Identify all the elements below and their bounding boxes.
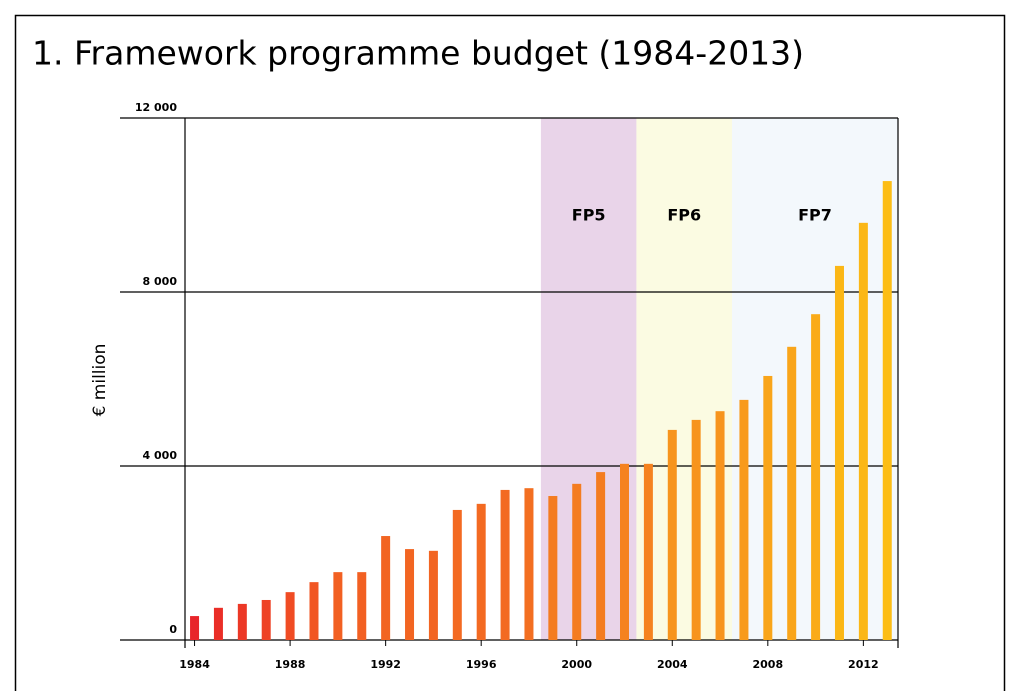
frame: [14, 14, 1006, 691]
bar: [357, 572, 367, 640]
bar: [691, 419, 701, 640]
bar: [667, 429, 677, 640]
bar: [261, 599, 271, 640]
bar: [763, 375, 773, 640]
period-label: FP7: [798, 206, 832, 225]
bar: [500, 489, 510, 640]
x-tick-label: 1996: [466, 658, 497, 671]
bar: [739, 399, 749, 640]
bar: [620, 463, 630, 640]
y-tick-label: 12 000: [135, 101, 177, 114]
bar: [309, 582, 319, 640]
bar: [811, 314, 821, 640]
period-label: FP5: [572, 206, 606, 225]
y-tick-label: 4 000: [143, 449, 178, 462]
bar: [834, 265, 844, 640]
x-tick-label: 2000: [561, 658, 592, 671]
bar: [285, 592, 295, 640]
y-tick-label: 0: [169, 623, 177, 636]
chart-title: 1. Framework programme budget (1984-2013…: [32, 34, 804, 73]
bar: [476, 503, 486, 640]
x-tick-label: 1988: [275, 658, 306, 671]
bar: [381, 536, 391, 640]
bar: [596, 472, 606, 640]
bar: [405, 549, 415, 640]
y-tick-label: 8 000: [143, 275, 178, 288]
bar: [548, 496, 558, 640]
x-tick-label: 1992: [370, 658, 401, 671]
bar: [787, 346, 797, 640]
bar: [213, 607, 223, 640]
bar: [715, 411, 725, 640]
bar: [237, 603, 247, 640]
bar: [452, 509, 462, 640]
bar: [858, 222, 868, 640]
bar: [643, 463, 653, 640]
y-axis-label: € million: [90, 344, 110, 417]
period-label: FP6: [667, 206, 701, 225]
bar: [428, 550, 438, 640]
bar: [190, 616, 200, 640]
x-tick-label: 2012: [848, 658, 879, 671]
bar: [524, 488, 534, 640]
x-tick-label: 2004: [657, 658, 688, 671]
x-tick-label: 2008: [753, 658, 784, 671]
bar: [882, 181, 892, 640]
x-tick-label: 1984: [179, 658, 210, 671]
bar: [572, 483, 582, 640]
bar: [333, 572, 343, 640]
